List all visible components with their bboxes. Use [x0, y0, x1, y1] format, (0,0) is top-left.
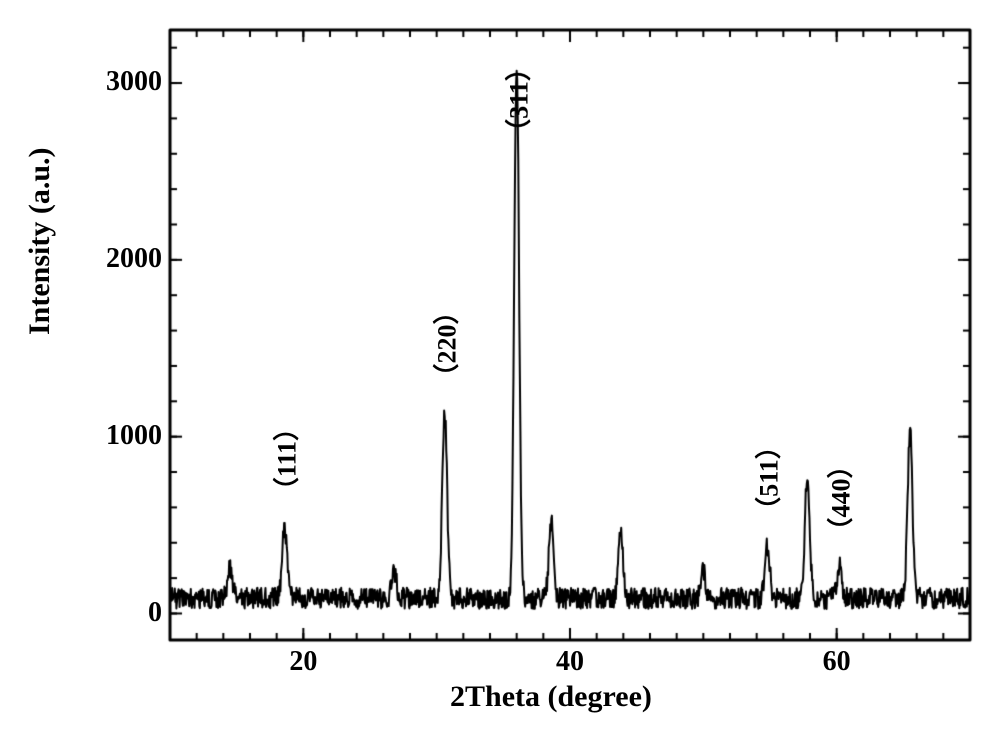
peak-miller-label: （111）	[266, 415, 303, 503]
y-tick-label: 1000	[106, 420, 162, 452]
peak-miller-label: （511）	[749, 434, 786, 524]
peak-miller-label: （311）	[498, 55, 535, 145]
x-axis-label: 2Theta (degree)	[450, 680, 652, 714]
xrd-figure: 2Theta (degree) Intensity (a.u.) 20 40 60 0…	[0, 0, 1002, 733]
y-axis-label: Intensity (a.u.)	[23, 147, 57, 335]
x-tick-label: 60	[817, 646, 857, 678]
y-tick-label: 0	[148, 597, 162, 629]
peak-miller-label: （220）	[426, 298, 463, 389]
x-tick-label: 40	[550, 646, 590, 678]
y-tick-label: 3000	[106, 66, 162, 98]
x-tick-label: 20	[283, 646, 323, 678]
peak-miller-label: （440）	[821, 452, 858, 543]
y-tick-label: 2000	[106, 243, 162, 275]
